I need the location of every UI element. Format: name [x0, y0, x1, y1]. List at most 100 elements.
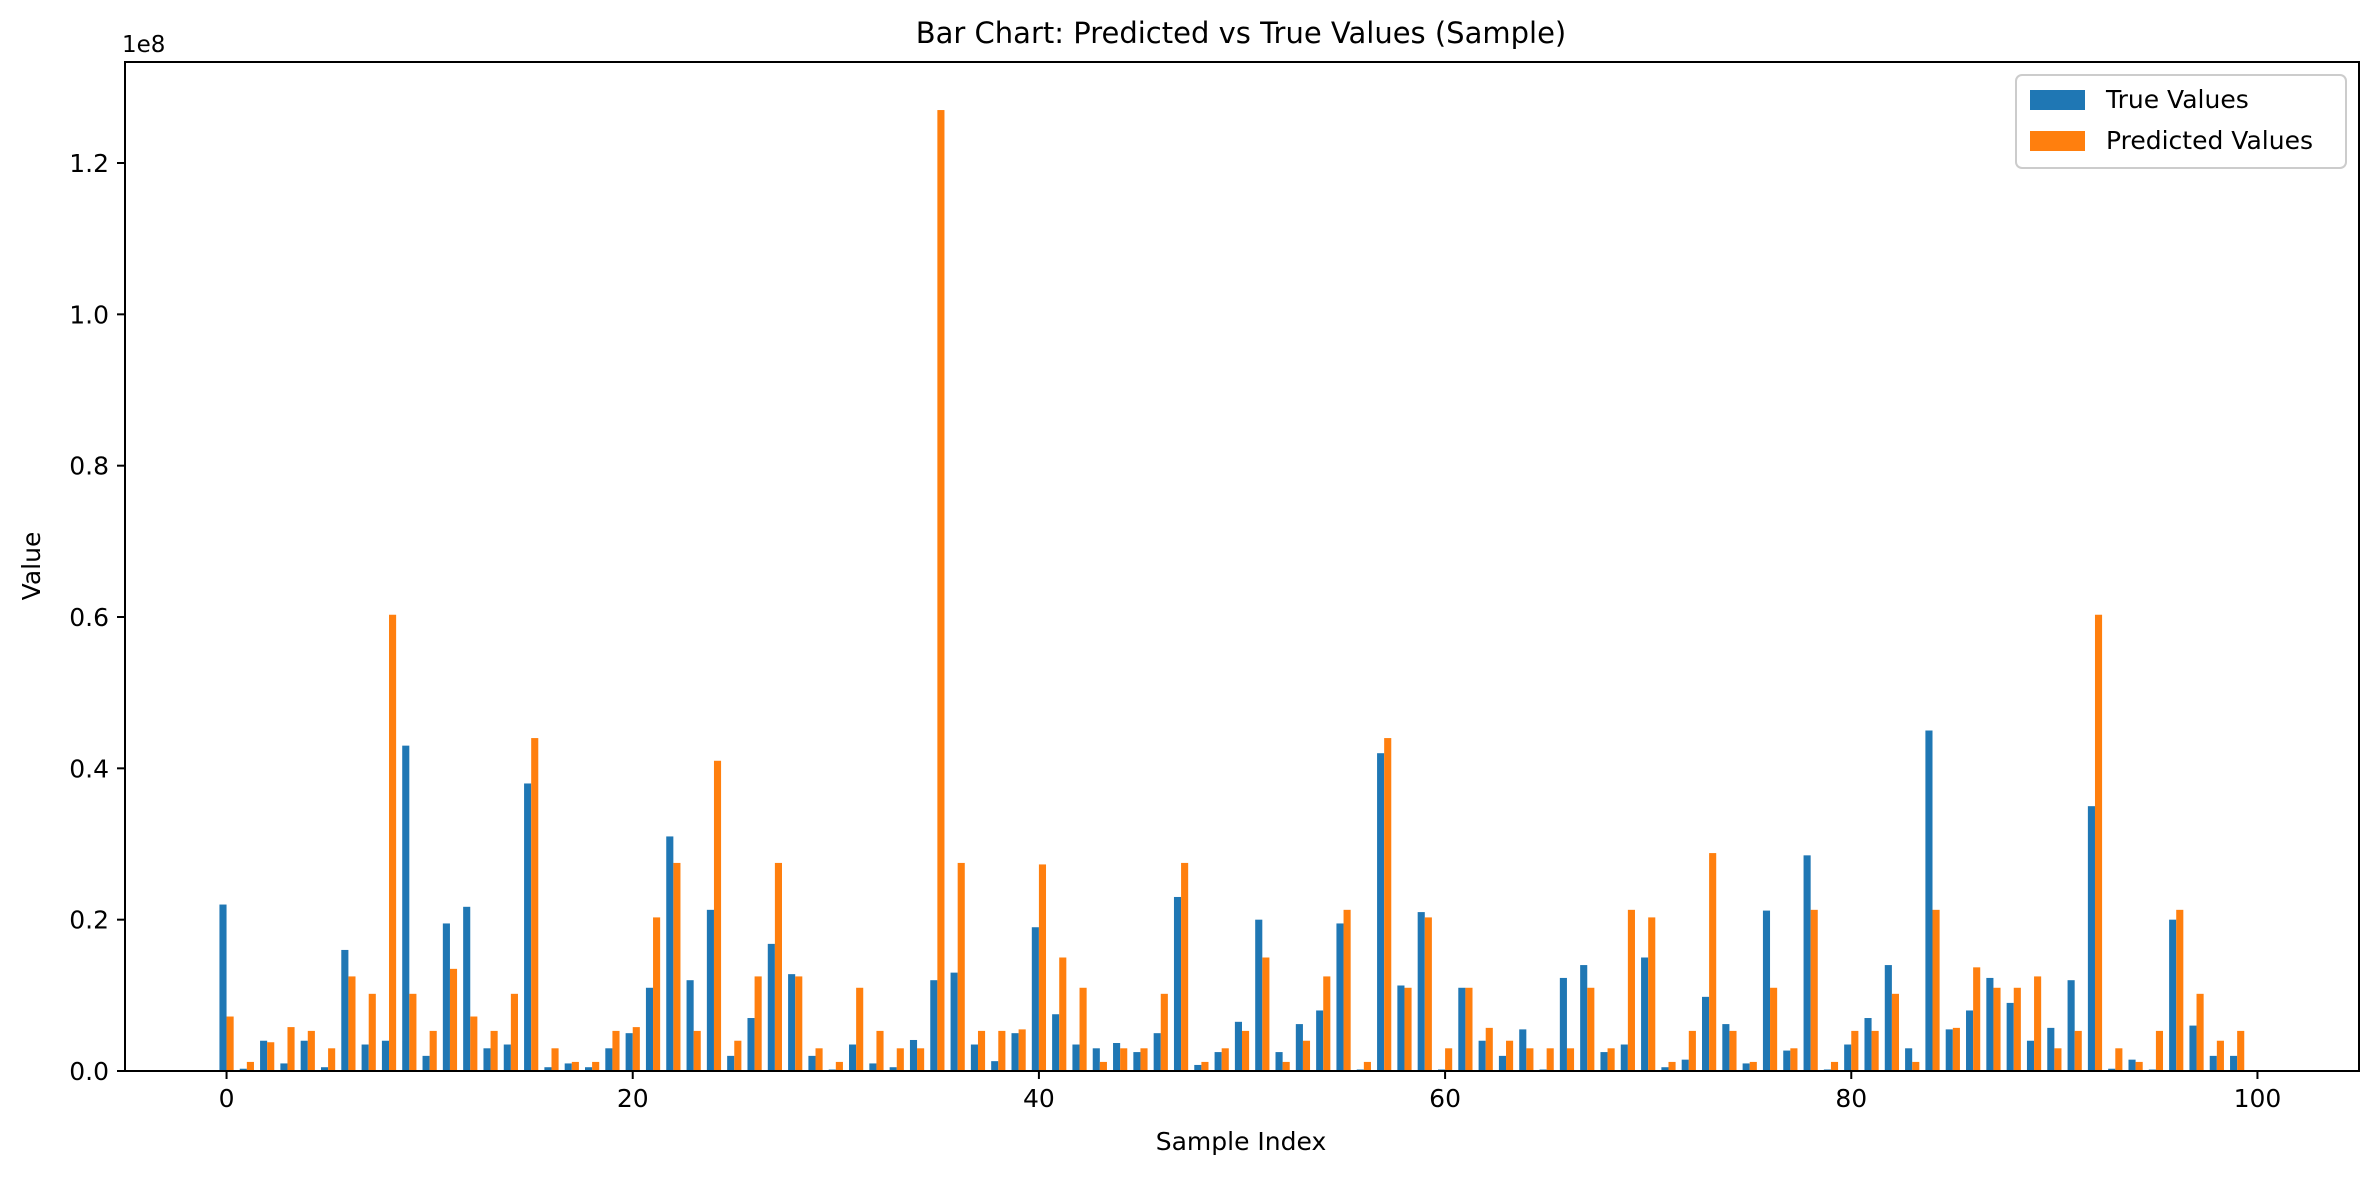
- bar-true-22: [666, 836, 674, 1071]
- bar-predicted-47: [1181, 862, 1189, 1071]
- bar-true-73: [1702, 996, 1710, 1071]
- bar-true-23: [686, 980, 694, 1071]
- bar-true-17: [564, 1063, 572, 1071]
- bar-true-43: [1092, 1048, 1100, 1071]
- x-tick-label: 0: [219, 1084, 235, 1113]
- bar-predicted-32: [876, 1030, 884, 1071]
- bar-true-70: [1641, 957, 1649, 1071]
- bar-predicted-96: [2176, 909, 2184, 1071]
- bar-predicted-48: [1201, 1061, 1209, 1071]
- bar-predicted-73: [1709, 853, 1717, 1071]
- y-tick-label: 1.0: [69, 300, 109, 329]
- bar-predicted-80: [1851, 1030, 1859, 1071]
- bar-true-33: [889, 1067, 897, 1071]
- bar-true-18: [585, 1067, 593, 1071]
- bar-true-62: [1478, 1040, 1486, 1071]
- bar-true-5: [320, 1067, 329, 1071]
- bar-predicted-36: [957, 862, 965, 1071]
- chart-title: Bar Chart: Predicted vs True Values (Sam…: [916, 16, 1566, 50]
- legend-box: [2015, 74, 2347, 169]
- y-axis-label: Value: [17, 532, 46, 601]
- bar-true-36: [950, 972, 958, 1071]
- bar-predicted-8: [389, 614, 397, 1071]
- y-tick-label: 0.6: [69, 603, 109, 632]
- bar-predicted-53: [1302, 1040, 1311, 1071]
- bar-true-80: [1844, 1044, 1852, 1071]
- bar-true-37: [970, 1044, 978, 1071]
- bar-predicted-33: [896, 1048, 904, 1071]
- bar-true-66: [1559, 977, 1567, 1071]
- bar-predicted-38: [998, 1030, 1006, 1071]
- bar-true-2: [260, 1040, 268, 1071]
- bar-predicted-70: [1648, 917, 1656, 1071]
- bar-predicted-40: [1038, 864, 1047, 1071]
- bar-predicted-62: [1485, 1027, 1493, 1071]
- bar-true-12: [463, 906, 471, 1071]
- bar-true-27: [767, 943, 775, 1071]
- bar-predicted-82: [1891, 993, 1899, 1071]
- bar-predicted-24: [713, 760, 722, 1071]
- legend-label-predicted: Predicted Values: [2106, 126, 2313, 155]
- bar-predicted-76: [1770, 987, 1778, 1071]
- bar-true-31: [849, 1044, 857, 1071]
- bar-true-76: [1762, 910, 1771, 1071]
- bar-true-46: [1153, 1033, 1161, 1071]
- bar-true-51: [1255, 919, 1263, 1071]
- bar-true-49: [1214, 1052, 1222, 1071]
- bar-predicted-46: [1160, 993, 1168, 1071]
- bar-predicted-50: [1242, 1030, 1250, 1071]
- bar-true-26: [747, 1018, 755, 1071]
- bar-predicted-97: [2196, 993, 2204, 1071]
- bar-true-25: [727, 1055, 735, 1071]
- bar-predicted-42: [1079, 987, 1087, 1071]
- bar-predicted-56: [1363, 1061, 1371, 1071]
- y-tick-label: 0.4: [69, 754, 109, 783]
- bars-group: [219, 110, 2245, 1072]
- bar-predicted-83: [1912, 1061, 1920, 1071]
- bar-true-82: [1884, 965, 1892, 1071]
- bar-predicted-21: [653, 917, 661, 1071]
- bar-true-96: [2169, 919, 2177, 1071]
- bar-true-92: [2087, 806, 2095, 1071]
- y-tick-label: 1.2: [69, 149, 109, 178]
- bar-true-11: [442, 923, 450, 1071]
- bar-true-85: [1945, 1029, 1953, 1071]
- bar-predicted-34: [917, 1048, 925, 1071]
- bar-predicted-84: [1932, 909, 1940, 1071]
- bar-predicted-4: [307, 1030, 315, 1071]
- bar-true-98: [2209, 1055, 2217, 1071]
- bar-true-48: [1194, 1064, 1202, 1071]
- bar-predicted-31: [856, 987, 864, 1071]
- bar-predicted-72: [1688, 1030, 1696, 1071]
- x-tick-label: 20: [617, 1084, 649, 1113]
- bar-true-71: [1661, 1067, 1669, 1071]
- bar-predicted-93: [2115, 1048, 2123, 1071]
- bar-predicted-13: [490, 1030, 498, 1071]
- bar-predicted-29: [815, 1048, 823, 1071]
- bar-true-54: [1316, 1010, 1324, 1071]
- bar-true-24: [706, 909, 714, 1071]
- bar-true-77: [1783, 1050, 1791, 1071]
- bar-predicted-61: [1465, 987, 1473, 1071]
- legend: True Values Predicted Values: [2015, 74, 2347, 169]
- bar-true-20: [625, 1033, 633, 1071]
- bar-true-16: [544, 1067, 552, 1071]
- bar-predicted-12: [470, 1016, 478, 1071]
- bar-predicted-95: [2155, 1030, 2164, 1071]
- bar-true-75: [1742, 1063, 1750, 1071]
- bar-true-35: [930, 980, 938, 1071]
- bar-true-59: [1417, 912, 1425, 1071]
- bar-predicted-89: [2034, 976, 2042, 1071]
- bar-true-47: [1173, 896, 1182, 1071]
- bar-predicted-23: [693, 1030, 701, 1071]
- bar-true-41: [1052, 1014, 1060, 1071]
- y-axis: 0.0 0.2 0.4 0.6 0.8 1.0 1.2: [69, 149, 125, 1086]
- bar-true-94: [2128, 1059, 2136, 1071]
- bar-predicted-19: [612, 1030, 620, 1071]
- bar-predicted-87: [1993, 987, 2001, 1071]
- bar-true-21: [645, 987, 654, 1071]
- bar-true-1: [239, 1068, 247, 1071]
- bar-predicted-65: [1546, 1048, 1554, 1071]
- y-tick-label: 0.8: [69, 452, 109, 481]
- bar-predicted-59: [1424, 917, 1432, 1071]
